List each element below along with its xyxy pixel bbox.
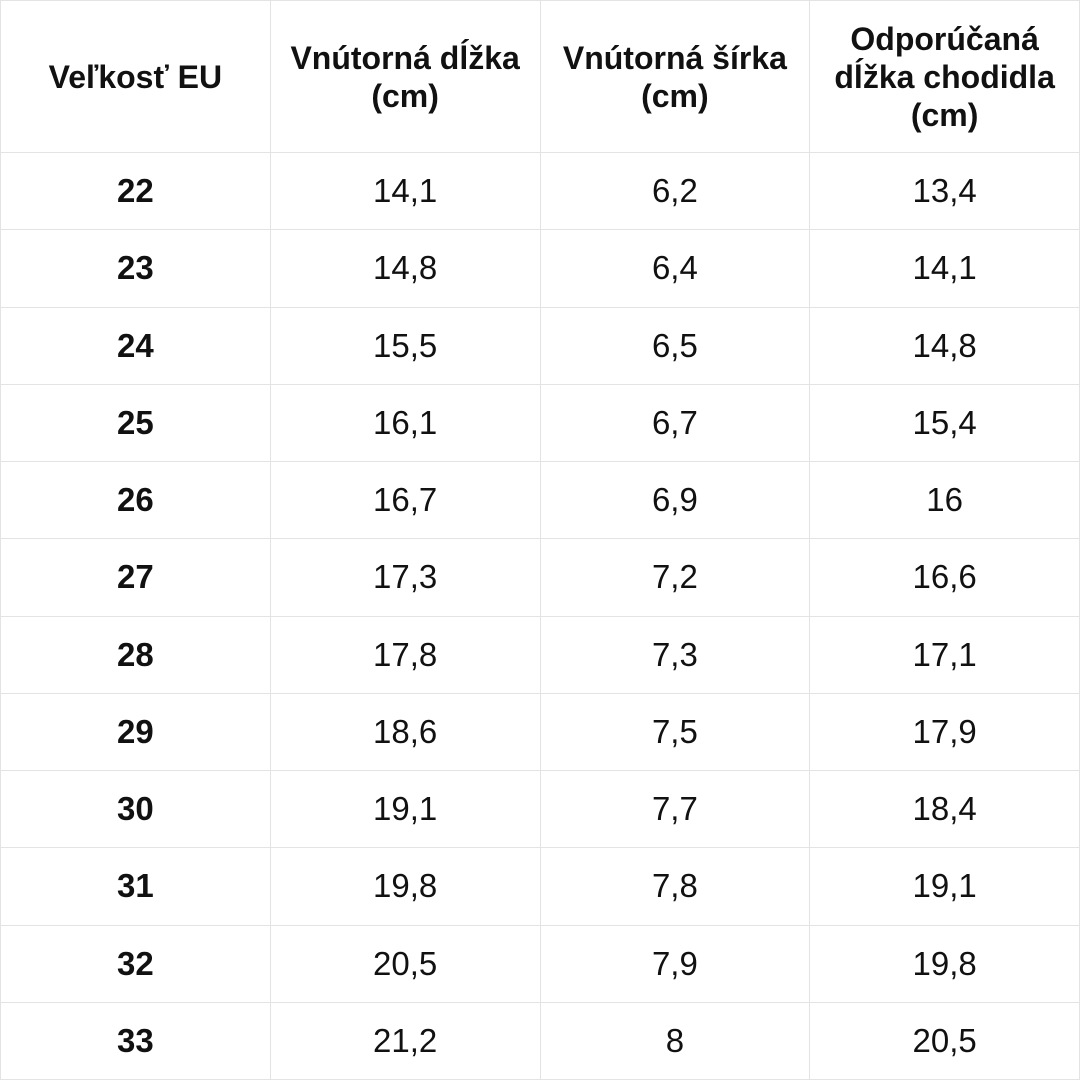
value-cell: 13,4: [810, 153, 1080, 231]
value-cell: 7,7: [540, 771, 811, 849]
value-cell: 19,8: [810, 925, 1080, 1003]
size-cell: 29: [1, 693, 271, 771]
value-cell: 6,5: [540, 307, 811, 385]
value-cell: 16,6: [810, 539, 1080, 617]
value-cell: 17,8: [270, 616, 541, 694]
value-cell: 17,9: [810, 693, 1080, 771]
value-cell: 15,5: [270, 307, 541, 385]
value-cell: 18,6: [270, 693, 541, 771]
value-cell: 14,1: [270, 153, 541, 231]
size-cell: 23: [1, 230, 271, 308]
value-cell: 21,2: [270, 1002, 541, 1080]
value-cell: 17,3: [270, 539, 541, 617]
value-cell: 20,5: [810, 1002, 1080, 1080]
value-cell: 18,4: [810, 771, 1080, 849]
value-cell: 16: [810, 462, 1080, 540]
header-cell: Veľkosť EU: [1, 1, 271, 153]
size-cell: 28: [1, 616, 271, 694]
size-cell: 24: [1, 307, 271, 385]
value-cell: 19,8: [270, 848, 541, 926]
value-cell: 6,9: [540, 462, 811, 540]
value-cell: 16,7: [270, 462, 541, 540]
value-cell: 19,1: [810, 848, 1080, 926]
value-cell: 14,1: [810, 230, 1080, 308]
size-cell: 25: [1, 384, 271, 462]
value-cell: 7,5: [540, 693, 811, 771]
value-cell: 20,5: [270, 925, 541, 1003]
size-cell: 26: [1, 462, 271, 540]
value-cell: 6,2: [540, 153, 811, 231]
value-cell: 19,1: [270, 771, 541, 849]
value-cell: 7,3: [540, 616, 811, 694]
value-cell: 7,2: [540, 539, 811, 617]
value-cell: 15,4: [810, 384, 1080, 462]
size-cell: 31: [1, 848, 271, 926]
value-cell: 14,8: [270, 230, 541, 308]
value-cell: 16,1: [270, 384, 541, 462]
value-cell: 6,7: [540, 384, 811, 462]
size-cell: 27: [1, 539, 271, 617]
header-cell: Vnútorná dĺžka (cm): [270, 1, 541, 153]
size-cell: 33: [1, 1002, 271, 1080]
header-cell: Odporúčaná dĺžka chodidla (cm): [810, 1, 1080, 153]
value-cell: 7,9: [540, 925, 811, 1003]
header-cell: Vnútorná šírka (cm): [540, 1, 811, 153]
size-cell: 30: [1, 771, 271, 849]
size-cell: 22: [1, 153, 271, 231]
value-cell: 8: [540, 1002, 811, 1080]
value-cell: 17,1: [810, 616, 1080, 694]
value-cell: 14,8: [810, 307, 1080, 385]
value-cell: 7,8: [540, 848, 811, 926]
value-cell: 6,4: [540, 230, 811, 308]
size-cell: 32: [1, 925, 271, 1003]
